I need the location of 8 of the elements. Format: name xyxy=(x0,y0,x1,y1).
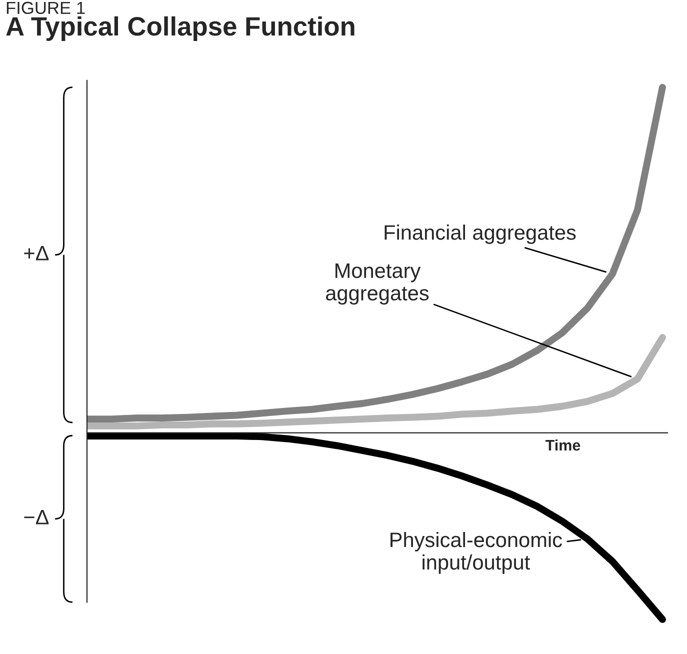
text: Financial aggregates xyxy=(384,224,576,244)
text: +Δ xyxy=(24,246,49,260)
text: Monetary aggregates xyxy=(326,264,429,305)
x-axis-title: Time xyxy=(545,439,580,451)
chart-title: A Typical Collapse Function xyxy=(6,16,354,41)
text: −Δ xyxy=(24,510,49,524)
legend-label: Physical-economic input/output xyxy=(390,532,562,574)
caption: FIGURE 1 xyxy=(6,2,85,14)
